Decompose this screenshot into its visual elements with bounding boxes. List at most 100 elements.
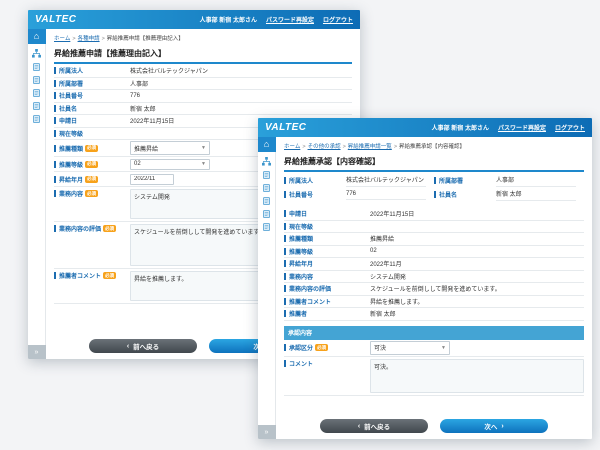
- approval-section-header: 承認内容: [284, 325, 584, 340]
- breadcrumb-separator: >: [393, 144, 398, 150]
- document-icon[interactable]: [33, 76, 40, 84]
- password-reset-link[interactable]: パスワード再設定: [497, 126, 546, 132]
- form-row-recommend-grade: 推薦等級 02: [284, 246, 584, 258]
- sidebar: ⌂ »: [28, 29, 46, 359]
- document-icon[interactable]: [263, 210, 270, 218]
- breadcrumb-home[interactable]: ホーム: [284, 144, 301, 150]
- chevron-down-icon: ▼: [201, 161, 206, 167]
- form-row-approval-comment: コメント 可決。: [284, 357, 584, 396]
- form-row-recommend-type: 推薦種類 必須 推薦昇給 ▼: [54, 140, 352, 157]
- logout-link[interactable]: ログアウト: [322, 18, 353, 24]
- breadcrumb-applications[interactable]: 各種申請: [77, 36, 100, 42]
- field-label: 申請日: [284, 209, 370, 218]
- field-label: 推薦者コメント: [284, 297, 370, 306]
- form-row-application-date: 申請日 2022年11月15日: [284, 208, 584, 221]
- required-badge: 必須: [85, 190, 99, 197]
- field-label: 業務内容: [284, 272, 370, 281]
- approval-comment-textarea[interactable]: 可決。: [370, 358, 584, 393]
- breadcrumb-home[interactable]: ホーム: [54, 36, 71, 42]
- org-chart-icon[interactable]: [262, 157, 271, 166]
- form-row-raise-month: 昇給年月 必須: [54, 172, 352, 187]
- breadcrumb-application-list[interactable]: 昇給推薦申請一覧: [347, 144, 392, 150]
- document-icon[interactable]: [263, 184, 270, 192]
- field-label: コメント: [284, 359, 370, 368]
- form-row-recommend-grade: 推薦等級 必須 02 ▼: [54, 157, 352, 172]
- field-label: 業務内容 必須: [54, 189, 130, 198]
- org-chart-icon[interactable]: [32, 49, 41, 58]
- recommend-grade-select[interactable]: 02 ▼: [130, 158, 210, 170]
- chevron-down-icon: ▼: [201, 145, 206, 151]
- breadcrumb-current: 昇給推薦申請【推薦理由記入】: [106, 36, 184, 42]
- form-row-job-evaluation: 業務内容の評価 スケジュールを前倒しして開発を進めています。: [284, 283, 584, 296]
- field-value: 2022年11月: [370, 262, 402, 269]
- document-icon[interactable]: [263, 197, 270, 205]
- field-value: 人事部: [130, 81, 149, 88]
- breadcrumb-current: 昇給推薦承認【内容確認】: [399, 144, 466, 150]
- header-menu: 人事部 新宿 太郎さん パスワード再設定 ログアウト: [432, 123, 585, 132]
- field-label: 昇給年月: [284, 259, 370, 268]
- field-label: 社員番号: [284, 190, 346, 199]
- field-label: 推薦種類: [284, 234, 370, 243]
- chevron-down-icon: ▼: [441, 344, 446, 351]
- field-label: 所属法人: [54, 66, 130, 75]
- document-icon[interactable]: [263, 223, 270, 231]
- form-row-raise-month: 昇給年月 2022年11月: [284, 258, 584, 271]
- field-value: 株式会社バルテックジャパン: [346, 173, 426, 187]
- document-icon[interactable]: [33, 102, 40, 110]
- field-value: 新宿 太郎: [370, 312, 396, 319]
- field-label: 社員名: [54, 104, 130, 113]
- field-value: 2022年11月15日: [130, 119, 175, 126]
- back-button[interactable]: ‹ 前へ戻る: [89, 339, 197, 353]
- field-label: 社員番号: [54, 91, 130, 100]
- document-icon[interactable]: [263, 171, 270, 179]
- field-value: 人事部: [496, 173, 576, 187]
- raise-month-input[interactable]: [130, 173, 174, 185]
- form-actions: ‹前へ戻る 次へ›: [284, 412, 584, 439]
- form-row-company: 所属法人 株式会社バルテックジャパン: [54, 65, 352, 78]
- field-label: 推薦者コメント 必須: [54, 271, 130, 280]
- breadcrumb: ホーム > 各種申請 > 昇給推薦申請【推薦理由記入】: [54, 32, 352, 46]
- page-title: 昇給推薦承認【内容確認】: [284, 154, 584, 172]
- breadcrumb-separator: >: [101, 36, 105, 42]
- home-button[interactable]: ⌂: [28, 29, 46, 44]
- field-value: 776: [130, 92, 141, 99]
- required-badge: 必須: [103, 272, 117, 279]
- logout-link[interactable]: ログアウト: [554, 126, 585, 132]
- next-button[interactable]: 次へ›: [440, 419, 548, 433]
- field-label: 承認区分 必須: [284, 343, 370, 352]
- user-name: 人事部 新宿 太郎さん: [199, 18, 257, 24]
- back-button[interactable]: ‹ 前へ戻る: [320, 419, 428, 433]
- form-row-current-grade: 現在等級: [54, 128, 352, 140]
- form-row-recommender-comment: 推薦者コメント 昇給を推薦します。: [284, 296, 584, 308]
- home-button[interactable]: ⌂: [258, 137, 276, 152]
- form-row-approval-category: 承認区分 必須 可決 ▼: [284, 340, 584, 357]
- field-label: 所属部署: [54, 79, 130, 88]
- field-label: 所属部署: [434, 176, 496, 185]
- password-reset-link[interactable]: パスワード再設定: [265, 18, 314, 24]
- field-label: 推薦等級: [284, 247, 370, 256]
- field-value: 推薦昇給: [370, 237, 395, 244]
- user-name: 人事部 新宿 太郎さん: [431, 126, 489, 132]
- required-badge: 必須: [85, 175, 99, 183]
- field-label: 現在等級: [54, 129, 130, 138]
- field-label: 所属法人: [284, 176, 346, 185]
- document-icon[interactable]: [33, 89, 40, 97]
- field-label: 昇給年月 必須: [54, 175, 130, 184]
- main-content: ホーム > その他の承認 > 昇給推薦申請一覧 > 昇給推薦承認【内容確認】 昇給推薦承認【…: [276, 137, 592, 439]
- required-badge: 必須: [85, 144, 99, 152]
- breadcrumb-other-approvals[interactable]: その他の承認: [307, 144, 341, 150]
- home-icon: ⌂: [263, 139, 270, 149]
- field-label: 業務内容の評価 必須: [54, 224, 130, 233]
- expand-sidebar-button[interactable]: »: [28, 345, 46, 359]
- form-row-application-date: 申請日 2022年11月15日: [54, 115, 352, 128]
- breadcrumb: ホーム > その他の承認 > 昇給推薦申請一覧 > 昇給推薦承認【内容確認】: [284, 140, 584, 154]
- field-label: 申請日: [54, 116, 130, 125]
- field-value: 昇給を推薦します。: [370, 299, 424, 306]
- valtec-logo: VALTEC: [35, 14, 77, 25]
- breadcrumb-separator: >: [72, 36, 76, 42]
- expand-sidebar-button[interactable]: »: [258, 425, 276, 439]
- document-icon[interactable]: [33, 63, 40, 71]
- recommend-type-select[interactable]: 推薦昇給 ▼: [130, 141, 210, 155]
- document-icon[interactable]: [33, 115, 40, 123]
- approval-category-select[interactable]: 可決 ▼: [370, 340, 450, 355]
